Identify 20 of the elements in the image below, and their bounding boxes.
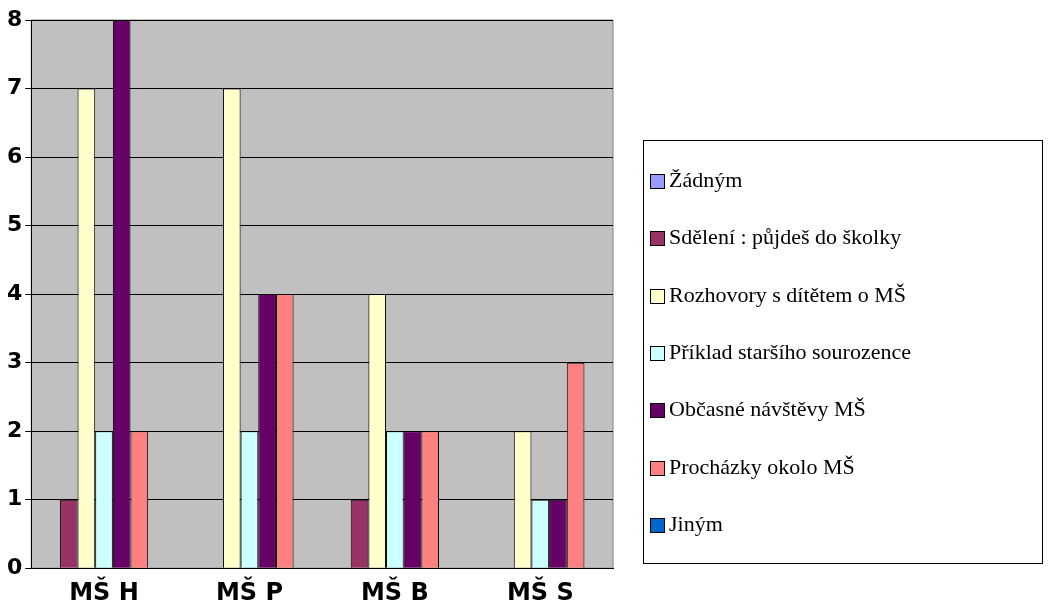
x-tick-label: MŠ S (506, 575, 574, 606)
legend-label: Rozhovory s dítětem o MŠ (669, 281, 907, 307)
legend-label: Občasné návštěvy MŠ (669, 396, 866, 422)
legend-label: Sdělení : půjdeš do školky (669, 224, 902, 250)
legend-label: Příklad staršího sourozence (669, 338, 911, 364)
y-tick-label: 2 (7, 416, 23, 442)
y-tick-label: 1 (7, 485, 23, 511)
legend-label: Procházky okolo MŠ (669, 453, 855, 479)
y-tick-label: 5 (7, 211, 23, 237)
y-tick-label: 7 (7, 74, 23, 100)
y-tick-label: 3 (7, 348, 23, 374)
y-tick-label: 6 (7, 142, 23, 168)
x-tick-label: MŠ P (215, 575, 283, 606)
x-tick-label: MŠ B (360, 575, 429, 606)
legend-label: Jiným (669, 511, 723, 537)
y-tick-label: 4 (7, 279, 23, 305)
x-tick-label: MŠ H (69, 575, 139, 606)
y-tick-label: 0 (7, 553, 23, 579)
legend-label: Žádným (669, 166, 743, 192)
y-tick-label: 8 (7, 5, 23, 31)
